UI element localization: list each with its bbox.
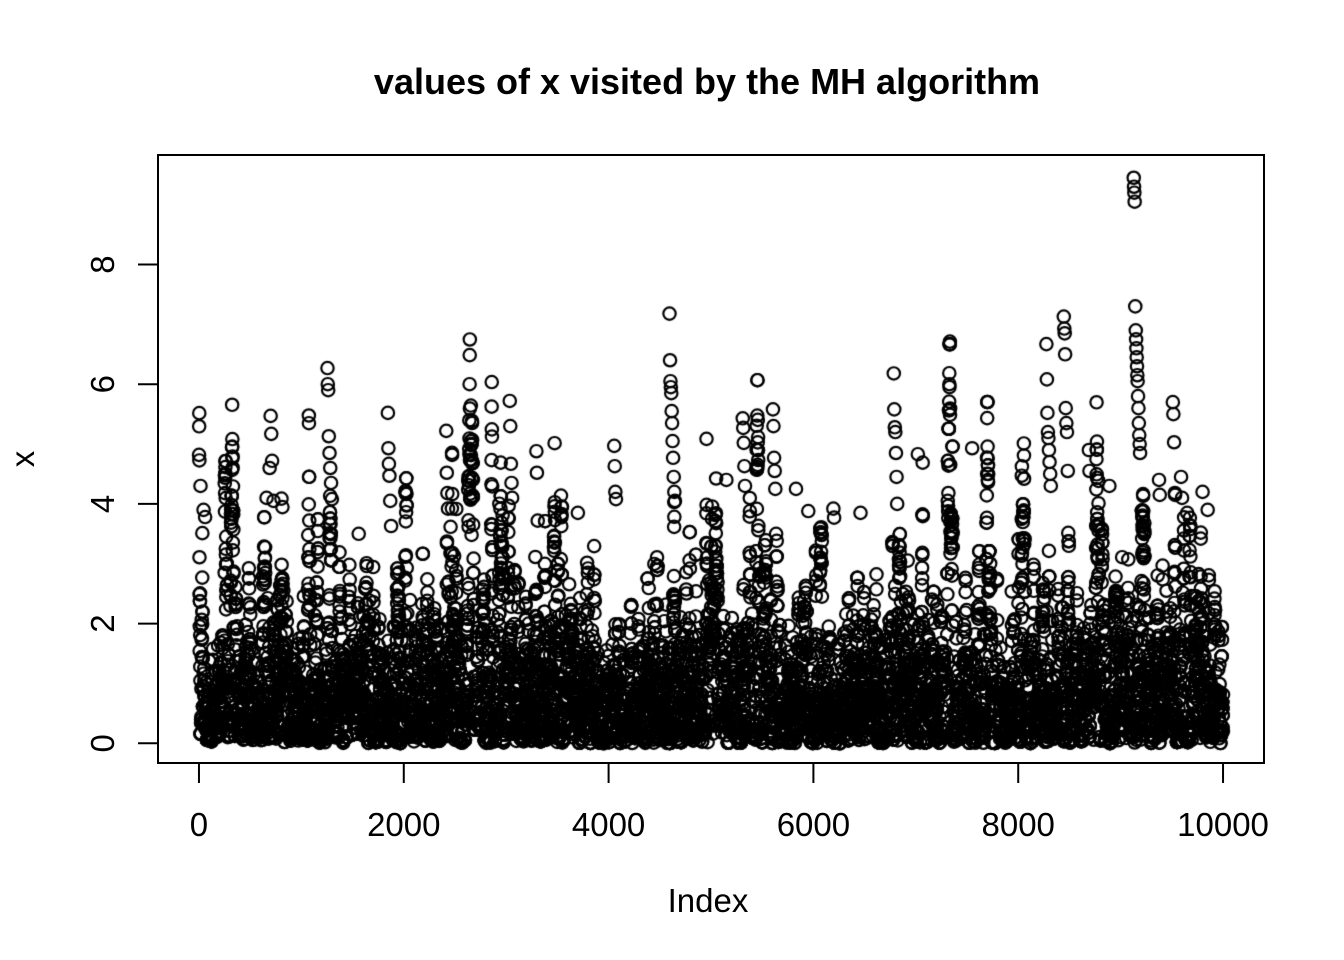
plot-title: values of x visited by the MH algorithm (374, 61, 1040, 102)
plot-frame: 0 2000 4000 6000 8000 10000 0 2 4 6 8 (84, 154, 1269, 843)
x-tick-label: 4000 (572, 806, 645, 843)
x-tick-label: 2000 (367, 806, 440, 843)
x-tick-label: 6000 (777, 806, 850, 843)
x-axis-title: Index (668, 882, 749, 919)
y-tick-label: 2 (84, 614, 121, 632)
x-tick-label: 0 (190, 806, 208, 843)
x-tick-label: 10000 (1177, 806, 1269, 843)
x-tick-label: 8000 (982, 806, 1055, 843)
y-axis-title: x (4, 450, 41, 467)
y-tick-label: 8 (84, 255, 121, 273)
y-tick-label: 6 (84, 375, 121, 393)
y-tick-label: 4 (84, 495, 121, 513)
plot-border (157, 154, 1265, 764)
y-tick-label: 0 (84, 734, 121, 752)
